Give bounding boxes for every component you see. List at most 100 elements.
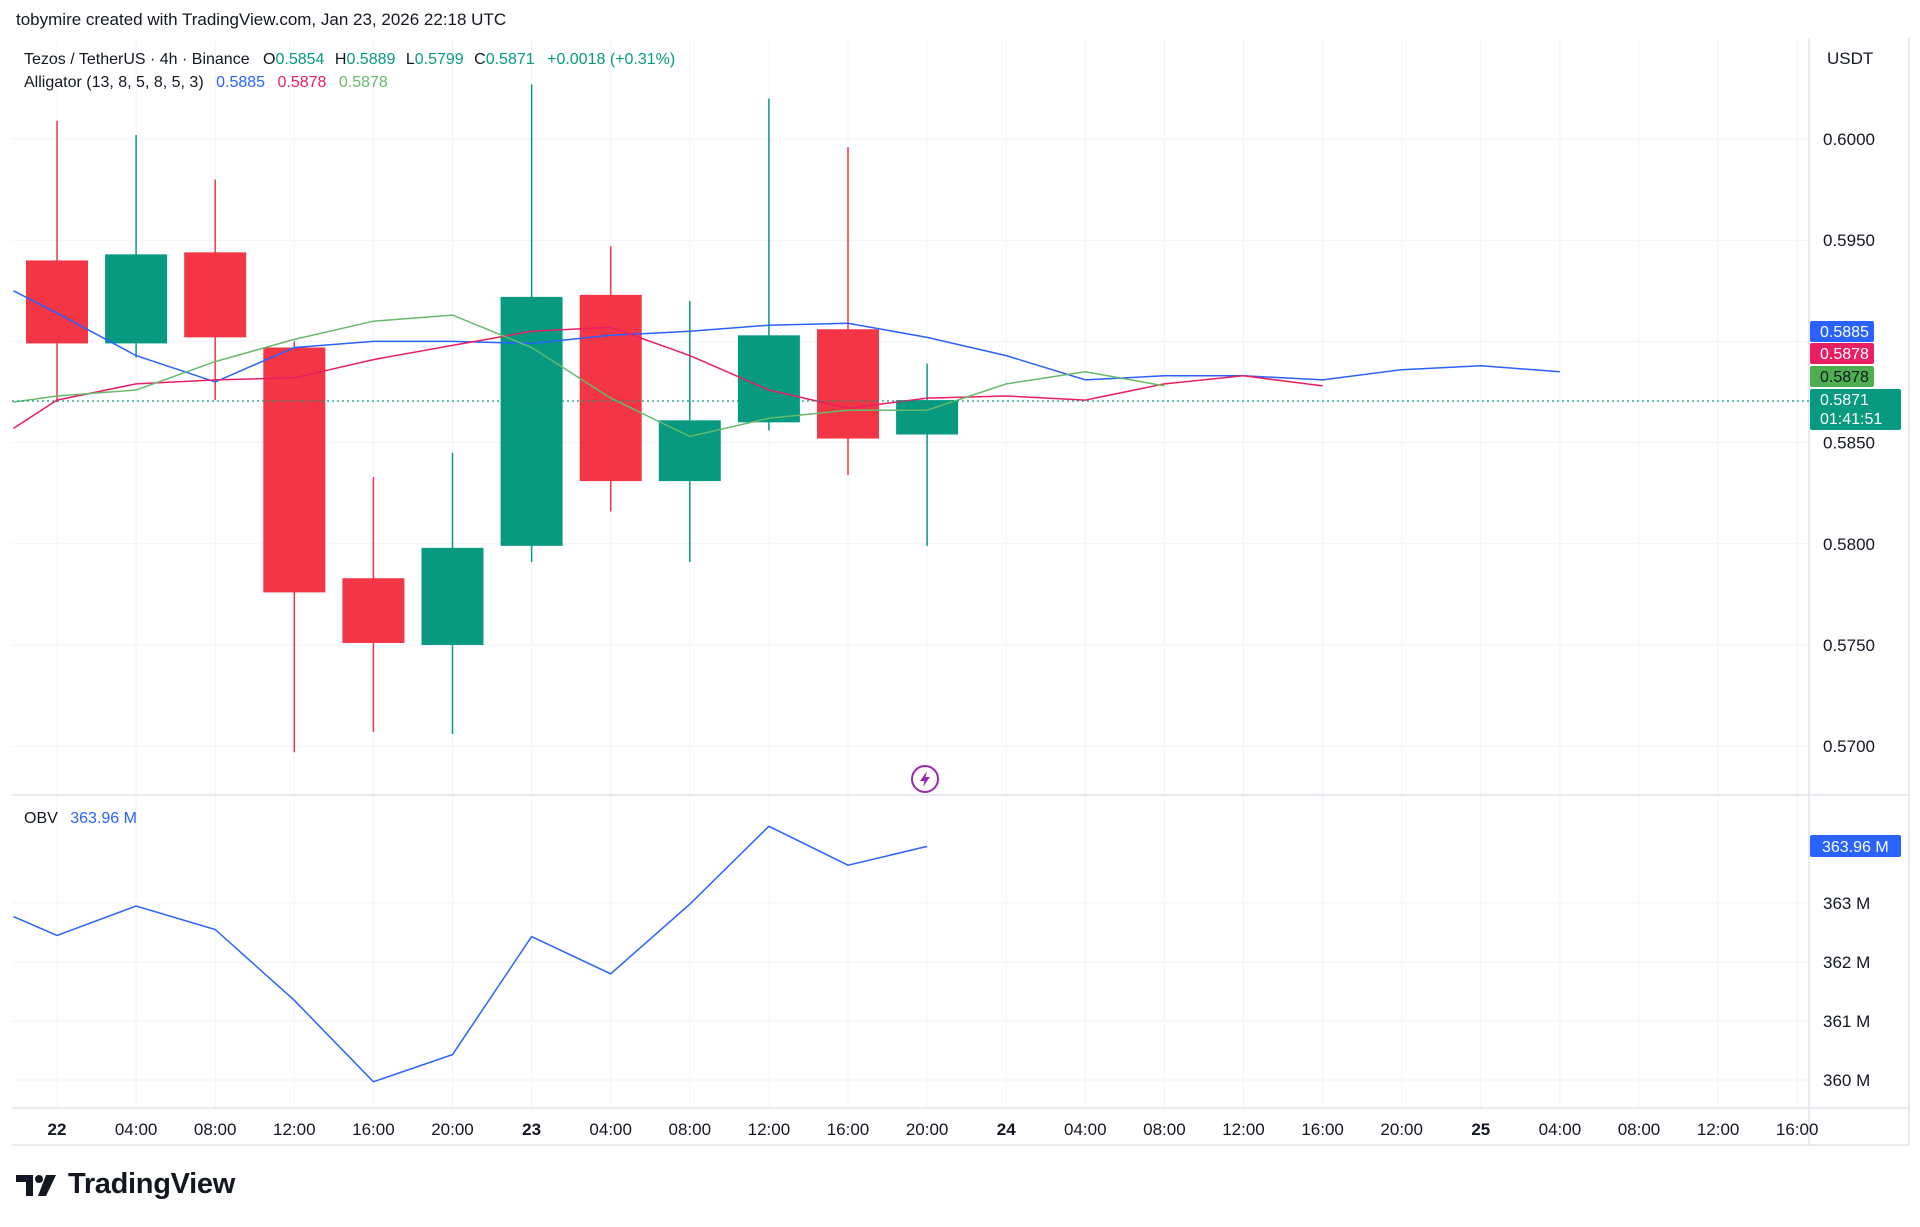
badge-last-text: 0.5871 — [1820, 392, 1869, 409]
legend-jaw-value: 0.5885 — [216, 74, 265, 91]
time-tick-label: 20:00 — [431, 1120, 474, 1139]
time-tick-label: 12:00 — [748, 1120, 791, 1139]
obv-line — [13, 825, 928, 1083]
badge-lips: 0.5878 — [1810, 366, 1874, 387]
tradingview-wordmark: TradingView — [68, 1168, 235, 1200]
candle-body — [896, 400, 959, 435]
time-tick-label: 08:00 — [1618, 1120, 1661, 1139]
obv-legend: OBV 363.96 M — [24, 810, 137, 827]
obv-layer — [13, 825, 928, 1083]
legend-low-value: 0.5799 — [415, 51, 464, 68]
time-tick-label: 22 — [48, 1120, 67, 1139]
time-tick-label: 04:00 — [589, 1120, 632, 1139]
badge-jaw-text: 0.5885 — [1820, 324, 1869, 341]
candle[interactable] — [817, 147, 879, 475]
badge-last-bg — [1810, 389, 1901, 430]
attribution-text: tobymire created with TradingView.com, J… — [16, 10, 507, 29]
legend-ohlc-line: Tezos / TetherUS · 4h · Binance O0.5854 … — [24, 51, 675, 68]
obv-legend-value: 363.96 M — [70, 810, 137, 827]
obv-tick-label: 363 M — [1823, 894, 1870, 913]
candle-body — [184, 252, 247, 338]
price-axis-ticks: 0.6000 0.5950 0.5850 0.5800 0.5750 0.5700 — [1823, 130, 1875, 756]
time-tick-label: 12:00 — [1222, 1120, 1265, 1139]
alligator-lips-line — [13, 314, 1165, 438]
time-tick-label: 08:00 — [1143, 1120, 1186, 1139]
candle[interactable] — [263, 341, 326, 753]
legend-high-value: 0.5889 — [346, 51, 395, 68]
candle[interactable] — [896, 363, 959, 546]
legend-change: +0.0018 (+0.31%) — [547, 51, 675, 68]
legend-open-value: 0.5854 — [276, 51, 325, 68]
price-axis-currency[interactable]: USDT — [1827, 49, 1873, 68]
legend-alligator-line: Alligator (13, 8, 5, 8, 5, 3) 0.5885 0.5… — [24, 74, 388, 91]
legend-open-label: O — [263, 51, 275, 68]
legend-lips-value: 0.5878 — [339, 74, 388, 91]
candle-body — [421, 547, 484, 645]
alligator-jaw-line — [13, 290, 1560, 383]
price-tick-label: 0.5950 — [1823, 231, 1875, 250]
price-tick-label: 0.6000 — [1823, 130, 1875, 149]
time-tick-label: 23 — [522, 1120, 541, 1139]
obv-legend-name[interactable]: OBV — [24, 810, 58, 827]
time-tick-label: 20:00 — [906, 1120, 949, 1139]
candle[interactable] — [342, 477, 405, 733]
candle[interactable] — [500, 84, 563, 563]
badge-countdown-text: 01:41:51 — [1820, 411, 1882, 428]
price-tick-label: 0.5750 — [1823, 636, 1875, 655]
tradingview-brand[interactable]: TradingView — [16, 1168, 235, 1201]
candle[interactable] — [658, 300, 721, 563]
candle-body — [817, 329, 879, 439]
alligator-layer — [13, 290, 1560, 438]
candle-body — [658, 420, 721, 482]
candle[interactable] — [105, 134, 168, 358]
obv-tick-label: 362 M — [1823, 953, 1870, 972]
candle[interactable] — [737, 98, 800, 431]
price-tick-label: 0.5850 — [1823, 434, 1875, 453]
time-tick-label: 25 — [1471, 1120, 1490, 1139]
time-tick-label: 08:00 — [194, 1120, 237, 1139]
badge-obv: 363.96 M — [1810, 835, 1901, 857]
time-tick-label: 24 — [997, 1120, 1016, 1139]
badge-obv-bg — [1810, 835, 1901, 857]
event-marker[interactable] — [911, 765, 939, 793]
legend-close-value: 0.5871 — [486, 51, 535, 68]
candle[interactable] — [184, 179, 247, 401]
badge-obv-text: 363.96 M — [1822, 839, 1889, 856]
candle[interactable] — [26, 120, 88, 403]
candle[interactable] — [421, 452, 484, 735]
candle-body — [500, 296, 563, 546]
badge-lips-text: 0.5878 — [1820, 369, 1869, 386]
candle-body — [105, 254, 168, 344]
time-axis-ticks[interactable]: 22 04:00 08:00 12:00 16:00 20:00 23 04:00 08:00 1… — [48, 1120, 1819, 1139]
time-tick-label: 12:00 — [1697, 1120, 1740, 1139]
time-tick-label: 20:00 — [1380, 1120, 1423, 1139]
time-tick-label: 08:00 — [669, 1120, 712, 1139]
candle[interactable] — [579, 246, 642, 512]
badge-last-price: 0.5871 01:41:51 — [1810, 389, 1901, 430]
time-tick-label: 04:00 — [1539, 1120, 1582, 1139]
time-tick-label: 16:00 — [827, 1120, 870, 1139]
legend-high-label: H — [335, 51, 347, 68]
badge-teeth-bg — [1810, 343, 1874, 364]
legend-teeth-value: 0.5878 — [278, 74, 327, 91]
alligator-teeth-line — [13, 326, 1323, 430]
time-tick-label: 04:00 — [115, 1120, 158, 1139]
obv-tick-label: 361 M — [1823, 1012, 1870, 1031]
time-tick-label: 04:00 — [1064, 1120, 1107, 1139]
badge-teeth-text: 0.5878 — [1820, 346, 1869, 363]
legend-indicator[interactable]: Alligator (13, 8, 5, 8, 5, 3) — [24, 74, 204, 91]
candle-body — [579, 294, 642, 482]
badge-lips-bg — [1810, 366, 1874, 387]
badge-jaw-bg — [1810, 321, 1874, 342]
time-tick-label: 16:00 — [352, 1120, 395, 1139]
legend-low-label: L — [406, 51, 415, 68]
price-tick-label: 0.5700 — [1823, 737, 1875, 756]
time-tick-label: 16:00 — [1776, 1120, 1819, 1139]
tradingview-logo-icon — [16, 1174, 56, 1196]
badge-jaw: 0.5885 — [1810, 321, 1874, 342]
candles-layer — [26, 84, 959, 753]
legend-symbol[interactable]: Tezos / TetherUS · 4h · Binance — [24, 51, 250, 68]
badge-teeth: 0.5878 — [1810, 343, 1874, 364]
candle-body — [737, 335, 800, 423]
